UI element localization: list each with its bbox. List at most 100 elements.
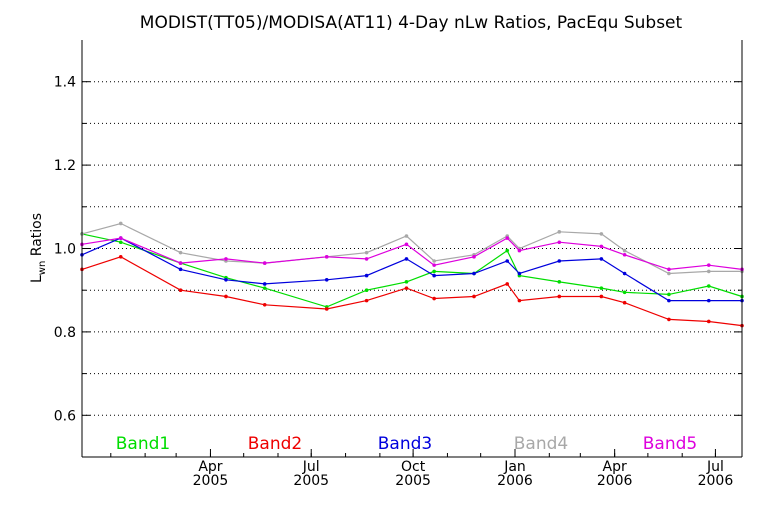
data-point-band5 — [557, 240, 562, 245]
data-point-band1 — [557, 280, 562, 284]
legend-entry-band3: Band3 — [378, 434, 432, 454]
data-point-band2 — [118, 255, 123, 259]
x-tick-month: Jul — [302, 459, 320, 475]
data-point-band2 — [364, 298, 369, 303]
data-point-band4 — [178, 250, 183, 255]
data-point-band3 — [262, 282, 267, 286]
data-point-band5 — [706, 263, 711, 267]
y-tick-label: 1.0 — [54, 242, 76, 258]
data-point-band4 — [599, 232, 604, 236]
data-point-band5 — [178, 261, 183, 265]
data-point-band5 — [224, 257, 228, 261]
chart-title: MODIST(TT05)/MODISA(AT11) 4-Day nLw Rati… — [140, 13, 683, 33]
data-point-band5 — [118, 236, 123, 240]
y-axis-label: Lwn Ratios — [29, 213, 48, 283]
y-tick-label: 1.4 — [54, 75, 76, 91]
data-point-band1 — [404, 280, 409, 284]
x-tick-labels: Apr2005Jul2005Oct2005Jan2006Apr2006Jul20… — [193, 459, 734, 489]
legend-entry-band2: Band2 — [248, 434, 302, 454]
data-point-band1 — [505, 248, 510, 253]
data-point-band5 — [404, 242, 409, 247]
y-axis-label-subscript: wn — [37, 261, 48, 276]
x-tick-year: 2006 — [597, 473, 633, 489]
data-point-band2 — [178, 288, 183, 293]
data-point-band2 — [432, 296, 436, 301]
series-line-band5 — [81, 237, 743, 271]
data-point-band4 — [667, 271, 671, 276]
data-point-band2 — [472, 294, 476, 299]
y-tick-labels: 0.6 0.8 1.0 1.2 1.4 — [54, 75, 76, 425]
y-axis-label-rest: Ratios — [29, 213, 45, 261]
x-tick-year: 2006 — [497, 473, 533, 489]
data-point-band1 — [118, 240, 123, 245]
data-point-band3 — [599, 257, 604, 261]
data-point-band4 — [706, 269, 711, 274]
data-point-band3 — [224, 277, 228, 282]
data-point-band4 — [118, 221, 123, 226]
data-point-band4 — [404, 234, 409, 238]
x-tick-month: Apr — [198, 459, 222, 475]
data-point-band3 — [432, 273, 436, 278]
data-point-band5 — [262, 261, 267, 265]
x-tick-month: Jul — [706, 459, 724, 475]
series-lines — [80, 221, 744, 328]
data-point-band3 — [622, 271, 627, 276]
data-point-band3 — [404, 257, 409, 261]
data-point-band1 — [706, 284, 711, 288]
data-point-band2 — [262, 302, 267, 307]
legend-entry-band4: Band4 — [514, 434, 568, 454]
data-point-band2 — [667, 317, 671, 322]
data-point-band1 — [432, 269, 436, 274]
data-point-band3 — [706, 298, 711, 303]
y-tick-label: 0.8 — [54, 325, 76, 341]
data-point-band2 — [622, 300, 627, 305]
data-point-band3 — [178, 267, 183, 272]
data-point-band4 — [557, 230, 562, 234]
series-line-band1 — [81, 233, 743, 308]
data-point-band3 — [505, 259, 510, 263]
x-tick-month: Apr — [603, 459, 627, 475]
data-point-band2 — [404, 286, 409, 290]
axes — [81, 40, 743, 458]
series-line-band3 — [81, 237, 742, 302]
series-line-band2 — [81, 256, 743, 327]
data-point-band5 — [505, 236, 510, 240]
data-point-band5 — [667, 267, 671, 272]
data-point-band5 — [599, 244, 604, 249]
x-tick-month: Jan — [503, 459, 526, 475]
data-point-band2 — [224, 294, 228, 299]
data-point-band4 — [432, 259, 436, 263]
data-point-band5 — [432, 263, 436, 267]
data-point-band3 — [557, 259, 562, 263]
x-tick-month: Oct — [401, 459, 426, 475]
x-tick-year: 2006 — [698, 473, 734, 489]
data-point-band2 — [517, 298, 522, 303]
data-point-band5 — [622, 252, 627, 257]
data-point-band5 — [324, 255, 329, 259]
data-point-band3 — [667, 298, 671, 303]
data-point-band3 — [324, 277, 329, 282]
data-point-band2 — [505, 282, 510, 286]
data-point-band1 — [599, 286, 604, 290]
data-point-band3 — [364, 273, 369, 278]
data-point-band2 — [324, 307, 329, 311]
data-point-band1 — [622, 290, 627, 295]
data-point-band4 — [622, 248, 627, 253]
data-point-band1 — [364, 288, 369, 293]
data-point-band5 — [472, 255, 476, 259]
y-tick-label: 1.2 — [54, 158, 76, 174]
legend-entry-band1: Band1 — [116, 434, 170, 454]
x-tick-year: 2005 — [293, 473, 329, 489]
data-point-band1 — [667, 292, 671, 297]
x-tick-year: 2005 — [395, 473, 431, 489]
legend: Band1 Band2 Band3 Band4 Band5 — [116, 434, 697, 454]
data-point-band2 — [599, 294, 604, 299]
x-tick-year: 2005 — [193, 473, 229, 489]
y-axis-label-main: L — [29, 275, 45, 283]
data-point-band4 — [364, 250, 369, 255]
data-point-band3 — [517, 271, 522, 276]
data-point-band5 — [517, 248, 522, 253]
y-tick-label: 0.6 — [54, 408, 76, 424]
